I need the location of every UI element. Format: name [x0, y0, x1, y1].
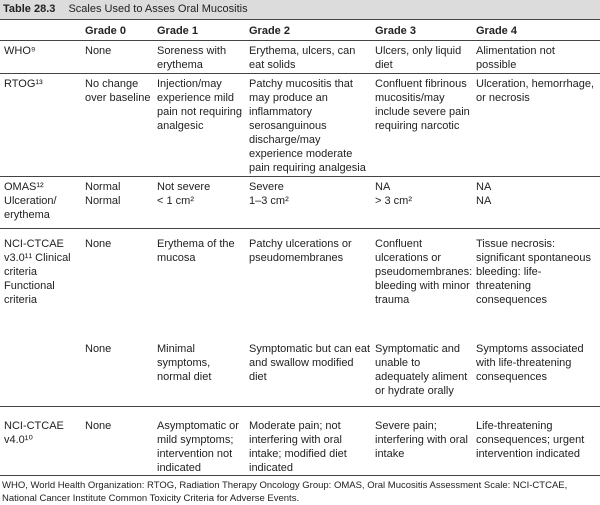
table-cell: Severe pain; interfering with oral intak…: [375, 420, 468, 460]
table-cell: > 3 cm²: [375, 195, 412, 207]
column-header: Grade 4: [476, 25, 517, 37]
table-title: Scales Used to Asses Oral Mucositis: [68, 3, 248, 15]
table-cell: Symptomatic and unable to adequately ali…: [375, 343, 468, 397]
table-cell: Normal: [85, 181, 121, 193]
table-cell: Moderate pain; not interfering with oral…: [249, 420, 347, 474]
title-bar: Table 28.3 Scales Used to Asses Oral Muc…: [0, 0, 600, 19]
table-cell: NA: [476, 195, 492, 207]
rule-line: [0, 176, 600, 177]
column-header: Grade 3: [375, 25, 416, 37]
table-cell: Confluent fibrinous mucositis/may includ…: [375, 78, 470, 132]
row-label: OMAS¹²: [4, 181, 44, 193]
rule-line: [0, 475, 600, 476]
table-cell: NA: [476, 181, 492, 193]
table-cell: Symptomatic but can eat and swallow modi…: [249, 343, 371, 383]
footnote: WHO, World Health Organization: RTOG, Ra…: [2, 480, 568, 504]
table-cell: Not severe: [157, 181, 211, 193]
column-header: Grade 0: [85, 25, 126, 37]
table-cell: No change over baseline: [85, 78, 151, 104]
row-label: NCI-CTCAE v4.0¹⁰: [4, 420, 64, 446]
table-cell: None: [85, 343, 112, 355]
rule-line: [0, 19, 600, 20]
rule-line: [0, 73, 600, 74]
table-cell: 1–3 cm²: [249, 195, 289, 207]
table-cell: < 1 cm²: [157, 195, 194, 207]
table-cell: Soreness with erythema: [157, 45, 227, 71]
table-cell: Erythema, ulcers, can eat solids: [249, 45, 356, 71]
table-cell: Alimentation not possible: [476, 45, 555, 71]
column-header: Grade 1: [157, 25, 198, 37]
rule-line: [0, 40, 600, 41]
table-cell: Patchy ulcerations or pseudomembranes: [249, 238, 352, 264]
table-cell: Confluent ulcerations or pseudomembranes…: [375, 238, 473, 306]
row-label: WHO⁹: [4, 45, 36, 57]
table-cell: Symptoms associated with life-threatenin…: [476, 343, 584, 383]
table-cell: NA: [375, 181, 391, 193]
rule-line: [0, 406, 600, 407]
table-label: Table 28.3: [3, 3, 56, 15]
row-label: RTOG¹³: [4, 78, 43, 90]
table-cell: None: [85, 420, 112, 432]
table-cell: Asymptomatic or mild symptoms; intervent…: [157, 420, 239, 474]
table-cell: Injection/may experience mild pain not r…: [157, 78, 243, 132]
table-cell: None: [85, 238, 112, 250]
row-label: Ulceration/ erythema: [4, 195, 57, 221]
table-cell: None: [85, 45, 112, 57]
table-cell: Life-threatening consequences; urgent in…: [476, 420, 585, 460]
table-cell: Normal: [85, 195, 121, 207]
table-cell: Tissue necrosis: significant spontaneous…: [476, 238, 591, 306]
table-cell: Severe: [249, 181, 284, 193]
column-header: Grade 2: [249, 25, 290, 37]
rule-line: [0, 228, 600, 229]
table-cell: Erythema of the mucosa: [157, 238, 235, 264]
table-cell: Minimal symptoms, normal diet: [157, 343, 212, 383]
table-cell: Patchy mucositis that may produce an inf…: [249, 78, 366, 174]
table-cell: Ulceration, hemorrhage, or necrosis: [476, 78, 595, 104]
table-cell: Ulcers, only liquid diet: [375, 45, 462, 71]
row-label: NCI-CTCAE v3.0¹¹ Clinical criteria Funct…: [4, 238, 71, 306]
